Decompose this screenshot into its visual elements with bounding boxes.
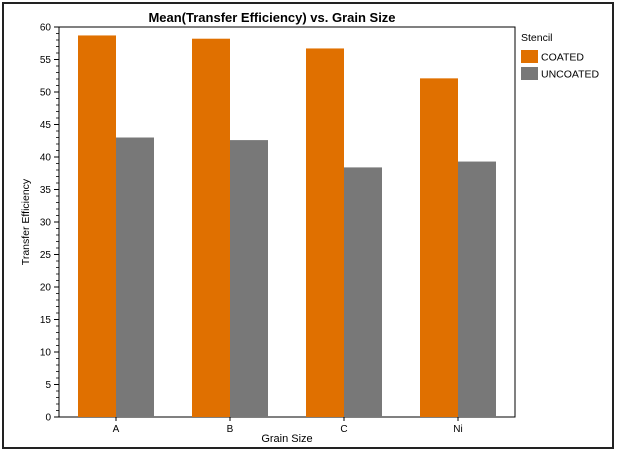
y-tick-label: 25 <box>40 250 52 261</box>
x-axis: A B C Ni <box>113 417 463 435</box>
legend-swatch-coated <box>521 50 538 63</box>
x-axis-label: Grain Size <box>261 433 312 445</box>
legend: Stencil COATED UNCOATED <box>521 32 600 81</box>
legend-label-uncoated: UNCOATED <box>541 69 600 81</box>
bar-coated-b <box>192 38 230 417</box>
y-tick-label: 0 <box>45 413 51 424</box>
x-tick-label: A <box>113 424 120 435</box>
legend-swatch-uncoated <box>521 67 538 80</box>
y-tick-label: 10 <box>40 348 52 359</box>
y-tick-label: 60 <box>40 23 52 34</box>
bar-coated-c <box>306 48 344 417</box>
y-tick-label: 5 <box>45 380 51 391</box>
y-tick-label: 15 <box>40 315 52 326</box>
bar-uncoated-b <box>230 140 268 417</box>
y-tick-label: 20 <box>40 283 52 294</box>
legend-label-coated: COATED <box>541 52 584 64</box>
y-tick-label: 50 <box>40 88 52 99</box>
y-tick-label: 30 <box>40 218 52 229</box>
bar-uncoated-a <box>116 137 154 417</box>
bars <box>78 35 496 417</box>
y-tick-label: 45 <box>40 120 52 131</box>
y-tick-label: 40 <box>40 153 52 164</box>
y-axis: 0 5 10 15 20 25 30 35 40 45 50 55 60 <box>40 23 59 424</box>
chart-title: Mean(Transfer Efficiency) vs. Grain Size <box>148 10 395 25</box>
x-tick-label: Ni <box>453 424 462 435</box>
bar-coated-ni <box>420 78 458 417</box>
y-tick-label: 35 <box>40 185 52 196</box>
x-tick-label: B <box>227 424 234 435</box>
bar-uncoated-c <box>344 167 382 417</box>
bar-coated-a <box>78 35 116 417</box>
y-tick-label: 55 <box>40 55 52 66</box>
x-tick-label: C <box>340 424 347 435</box>
legend-title: Stencil <box>521 32 553 44</box>
bar-uncoated-ni <box>458 161 496 417</box>
y-axis-label: Transfer Efficiency <box>20 178 32 265</box>
